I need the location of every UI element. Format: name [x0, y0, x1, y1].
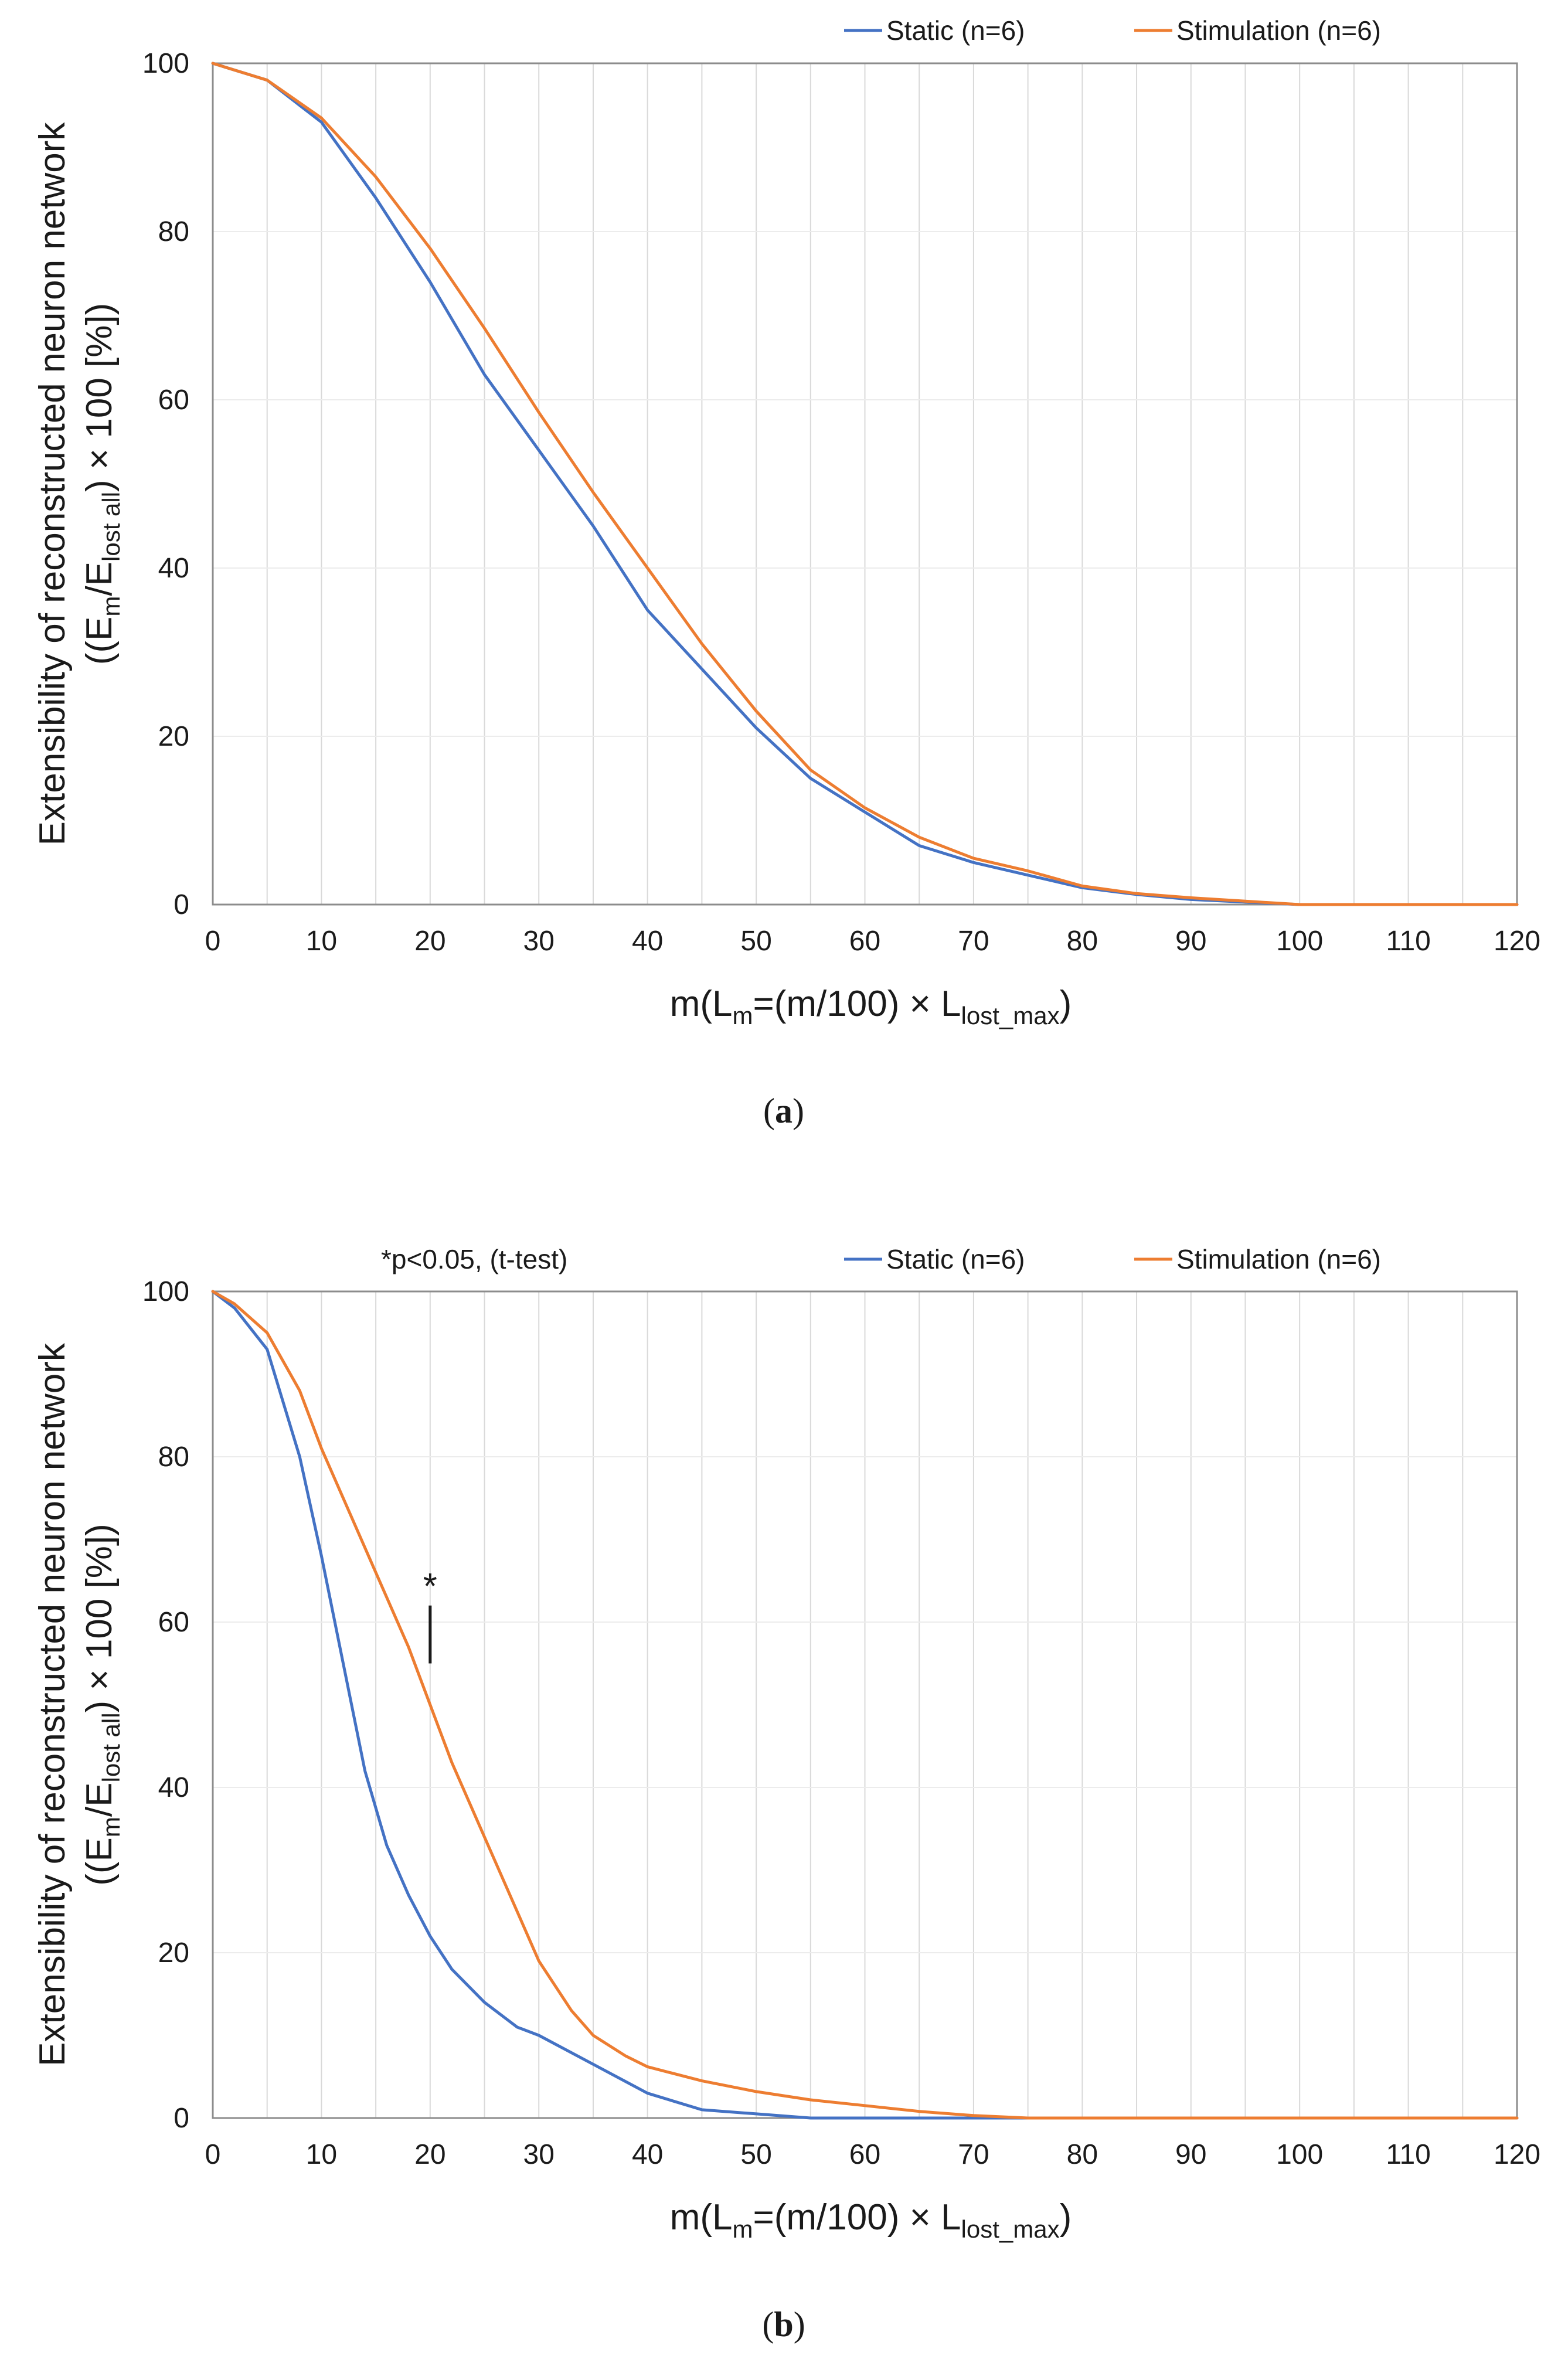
legend-label: Stimulation (n=6) — [1176, 15, 1381, 46]
x-title-part: =(m/100) × L — [753, 984, 961, 1024]
y-tick-label: 80 — [158, 216, 189, 247]
y-axis-title-line2: ((Em/Elost all) × 100 [%]) — [79, 1524, 125, 1886]
gridlines — [213, 63, 1517, 905]
x-tick-label: 70 — [958, 2139, 989, 2170]
y-tick-label: 100 — [142, 1276, 189, 1307]
y-tick-label: 100 — [142, 48, 189, 79]
x-tick-label: 0 — [205, 926, 221, 957]
x-tick-label: 10 — [306, 2139, 337, 2170]
x-title-sub: m — [733, 1002, 753, 1029]
x-axis-title: m(Lm=(m/100) × Llost_max) — [670, 2197, 1072, 2243]
y-tick-label: 60 — [158, 1607, 189, 1638]
x-tick-label: 50 — [740, 926, 771, 957]
y-title-part: ) × 100 [%]) — [79, 1524, 120, 1712]
significance-note: *p<0.05, (t-test) — [381, 1244, 567, 1274]
x-tick-label: 80 — [1067, 2139, 1098, 2170]
x-tick-label: 10 — [306, 926, 337, 957]
gridlines — [213, 1291, 1517, 2118]
x-title-sub: m — [733, 2215, 753, 2243]
x-title-sub: lost_max — [961, 1002, 1060, 1029]
y-tick-label: 0 — [174, 889, 189, 920]
x-tick-label: 90 — [1175, 926, 1206, 957]
chart-panel-a: 0 10 20 30 40 50 60 70 80 90 100 110 120 0 20 40 60 80 100… — [32, 15, 1540, 1130]
y-title-sub: lost all — [97, 492, 125, 562]
chart-panel-b: 0 10 20 30 40 50 60 70 80 90 100 110 120 0 20 40 60 80 100… — [32, 1244, 1540, 2344]
x-tick-label: 30 — [523, 2139, 555, 2170]
y-title-part: ((E — [79, 1837, 120, 1886]
significance-star: * — [423, 1566, 437, 1607]
x-tick-label: 20 — [414, 2139, 445, 2170]
y-tick-label: 40 — [158, 1772, 189, 1803]
x-tick-label: 120 — [1494, 926, 1540, 957]
x-tick-label: 100 — [1276, 926, 1323, 957]
y-axis-title-line2: ((Em/Elost all) × 100 [%]) — [79, 303, 125, 665]
x-tick-label: 120 — [1494, 2139, 1540, 2170]
y-title-part: /E — [79, 1783, 120, 1817]
y-title-sub: m — [97, 1817, 125, 1837]
legend-label: Static (n=6) — [886, 15, 1025, 46]
x-title-sub: lost_max — [961, 2215, 1060, 2243]
x-title-part: =(m/100) × L — [753, 2197, 961, 2238]
caption-paren: ( — [763, 1092, 775, 1130]
y-tick-label: 0 — [174, 2103, 189, 2134]
y-title-part: ((E — [79, 617, 120, 665]
y-title-part: /E — [79, 562, 120, 596]
x-tick-label: 60 — [849, 2139, 880, 2170]
y-tick-label: 20 — [158, 721, 189, 752]
x-tick-label: 40 — [632, 2139, 663, 2170]
y-tick-label: 60 — [158, 385, 189, 416]
y-tick-label: 40 — [158, 553, 189, 584]
x-tick-label: 30 — [523, 926, 555, 957]
y-title-sub: m — [97, 596, 125, 617]
x-title-part: ) — [1060, 2197, 1072, 2238]
legend-label: Stimulation (n=6) — [1176, 1244, 1381, 1274]
x-tick-label: 110 — [1386, 926, 1431, 957]
plot-area — [212, 62, 1518, 906]
y-axis-title-line1: Extensibility of reconstructed neuron ne… — [32, 1342, 73, 2066]
caption-paren: ) — [792, 1092, 804, 1130]
panel-caption: (a) — [763, 1092, 804, 1130]
x-tick-label: 20 — [414, 926, 445, 957]
y-tick-label: 20 — [158, 1937, 189, 1969]
x-tick-label: 40 — [632, 926, 663, 957]
caption-letter: b — [774, 2305, 793, 2344]
caption-paren: ) — [794, 2305, 805, 2344]
legend: Static (n=6) Stimulation (n=6) — [844, 1244, 1381, 1274]
caption-letter: a — [775, 1092, 792, 1130]
y-title-part: ) × 100 [%]) — [79, 303, 120, 492]
x-tick-label: 80 — [1067, 926, 1098, 957]
x-title-part: ) — [1060, 984, 1072, 1024]
y-tick-label: 80 — [158, 1442, 189, 1473]
panel-caption: (b) — [762, 2305, 805, 2344]
caption-paren: ( — [762, 2305, 774, 2344]
x-axis-title: m(Lm=(m/100) × Llost_max) — [670, 984, 1072, 1029]
y-title-sub: lost all — [97, 1712, 125, 1782]
x-tick-label: 100 — [1276, 2139, 1323, 2170]
x-tick-label: 90 — [1175, 2139, 1206, 2170]
x-tick-label: 50 — [740, 2139, 771, 2170]
series-line-stimulation — [211, 62, 1519, 906]
x-tick-label: 110 — [1386, 2139, 1431, 2170]
legend-label: Static (n=6) — [886, 1244, 1025, 1274]
x-title-part: m(L — [670, 984, 733, 1024]
x-tick-label: 70 — [958, 926, 989, 957]
series-line-stimulation — [211, 1290, 1519, 2120]
legend: Static (n=6) Stimulation (n=6) — [844, 15, 1381, 46]
x-tick-label: 60 — [849, 926, 880, 957]
x-tick-label: 0 — [205, 2139, 221, 2170]
y-axis-title-line1: Extensibility of reconstructed neuron ne… — [32, 122, 73, 846]
x-title-part: m(L — [670, 2197, 733, 2238]
